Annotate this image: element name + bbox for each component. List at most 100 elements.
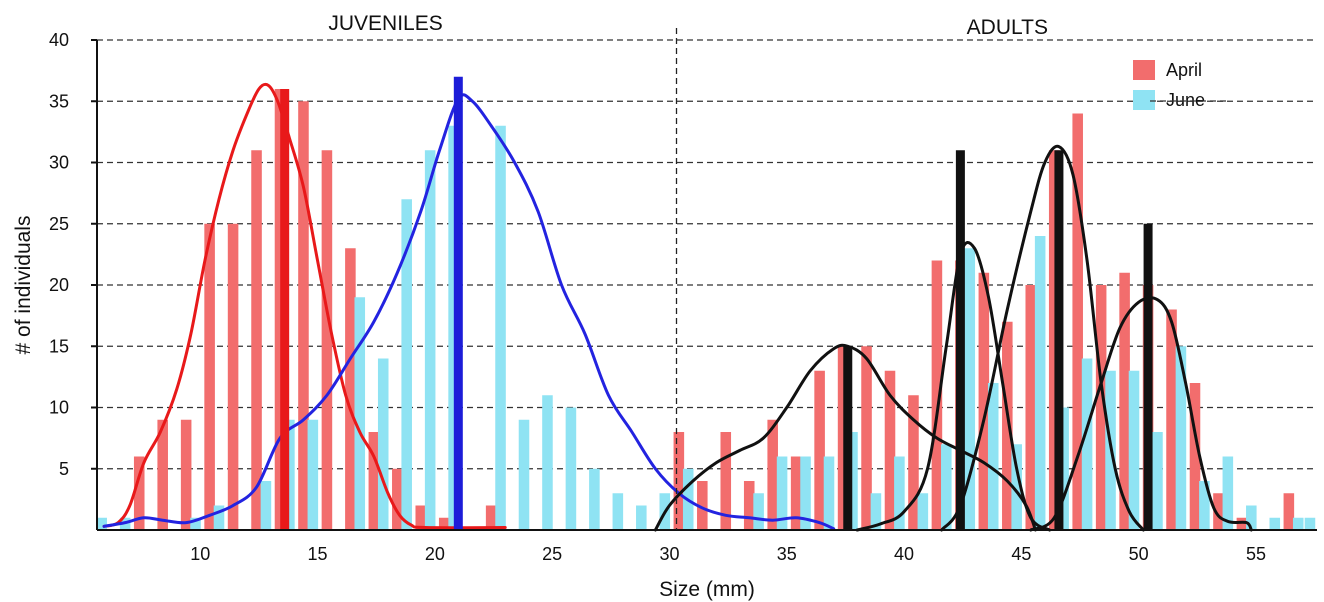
bar-june <box>424 150 436 530</box>
bar-june <box>213 505 225 530</box>
mean-marker-bar <box>453 76 463 530</box>
bar-april <box>1025 285 1037 530</box>
bar-april <box>321 150 333 530</box>
bar-april <box>1095 285 1107 530</box>
bar-april <box>251 150 262 530</box>
bar-june <box>636 505 647 530</box>
mean-marker-bar <box>955 150 965 530</box>
bar-april <box>1048 150 1060 530</box>
bar-april <box>415 505 427 530</box>
bar-april <box>1002 321 1013 530</box>
x-tick-label: 45 <box>1011 544 1031 564</box>
distribution-curves <box>102 82 1253 532</box>
bar-april <box>1189 383 1201 530</box>
bar-june <box>190 517 201 530</box>
bar-june <box>565 407 577 530</box>
y-tick-label: 20 <box>49 275 69 295</box>
bar-june <box>354 297 366 530</box>
x-tick-label: 20 <box>425 544 445 564</box>
bar-april <box>274 89 286 530</box>
distribution-curve <box>1029 296 1253 532</box>
bar-june <box>1222 456 1234 530</box>
bar-june <box>1304 517 1316 530</box>
bar-april <box>861 346 872 530</box>
bar-june <box>753 493 764 530</box>
bar-april <box>908 395 919 530</box>
bar-april <box>743 481 755 530</box>
bar-june <box>1034 236 1046 530</box>
distribution-curve <box>855 241 1052 532</box>
x-tick-label: 15 <box>308 544 328 564</box>
bar-april <box>1213 493 1224 530</box>
bar-june <box>1199 481 1210 530</box>
x-tick-label: 10 <box>190 544 210 564</box>
bar-june <box>1292 517 1304 530</box>
bar-april <box>133 456 145 530</box>
bar-june <box>941 444 952 530</box>
bar-june <box>307 419 319 530</box>
x-axis-title: Size (mm) <box>659 578 755 601</box>
bar-april <box>392 468 403 530</box>
bar-june <box>518 419 530 530</box>
bar-june <box>1246 505 1257 530</box>
bar-june <box>894 456 905 530</box>
x-tick-label: 30 <box>659 544 679 564</box>
x-tick-label: 25 <box>542 544 562 564</box>
y-tick-label: 15 <box>49 336 69 356</box>
bar-april <box>767 419 778 530</box>
bar-april <box>673 432 685 530</box>
x-tick-label: 40 <box>894 544 914 564</box>
bar-june <box>495 125 506 530</box>
bar-april <box>790 456 802 530</box>
bar-april <box>1236 517 1248 530</box>
bar-june <box>800 456 811 530</box>
bar-april <box>157 419 168 530</box>
y-tick-label: 30 <box>49 153 69 173</box>
bar-june <box>542 395 553 530</box>
bar-june <box>377 358 389 530</box>
bar-june <box>448 125 459 530</box>
legend-label-june: June <box>1166 90 1205 110</box>
bar-june <box>1081 358 1093 530</box>
y-tick-label: 35 <box>49 91 69 111</box>
bar-june <box>847 432 858 530</box>
y-tick-label: 10 <box>49 398 69 418</box>
bar-april <box>1072 113 1083 530</box>
mean-marker-bar <box>1054 150 1064 530</box>
bar-june <box>1128 370 1140 530</box>
legend-label-april: April <box>1166 60 1202 80</box>
bar-june <box>1152 432 1163 530</box>
bar-april <box>180 419 192 530</box>
bar-june <box>917 493 929 530</box>
bar-april <box>837 346 849 530</box>
legend-swatch-june <box>1133 90 1155 110</box>
distribution-curve <box>102 93 836 531</box>
section-label-adults: ADULTS <box>967 16 1048 39</box>
bar-april <box>204 223 215 530</box>
bar-april <box>345 248 356 530</box>
bar-june <box>1269 517 1281 530</box>
bar-april <box>884 370 896 530</box>
bar-april <box>1119 272 1130 530</box>
bar-april <box>298 101 309 530</box>
bar-april <box>697 481 708 530</box>
mean-marker-bar <box>1143 223 1153 530</box>
distribution-curve <box>940 144 1145 532</box>
section-label-juveniles: JUVENILES <box>328 12 442 35</box>
bar-april <box>814 370 825 530</box>
bar-june <box>1011 444 1022 530</box>
bar-april <box>368 432 380 530</box>
bar-june <box>96 517 107 530</box>
y-tick-label: 40 <box>49 30 69 50</box>
y-axis-title: # of individuals <box>12 216 35 355</box>
distribution-curve <box>102 82 507 530</box>
bar-april <box>485 505 497 530</box>
mean-marker-bar <box>280 89 290 530</box>
bar-april <box>931 260 943 530</box>
bar-june <box>260 481 272 530</box>
bar-june <box>1058 407 1069 530</box>
tick-labels: 5 10 15 20 25 30 35 40 10 15 20 25 30 35 40 45 50 55 <box>49 30 1266 564</box>
bar-june <box>1175 346 1187 530</box>
x-tick-label: 50 <box>1129 544 1149 564</box>
